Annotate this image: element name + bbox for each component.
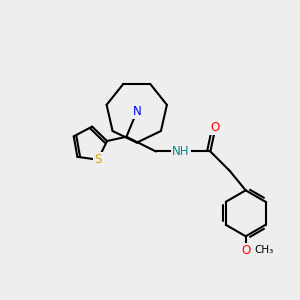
Text: CH₃: CH₃: [254, 245, 273, 255]
Text: NH: NH: [172, 145, 190, 158]
Text: N: N: [132, 105, 141, 118]
Text: S: S: [94, 153, 102, 166]
Text: O: O: [210, 121, 219, 134]
Text: O: O: [241, 244, 250, 256]
